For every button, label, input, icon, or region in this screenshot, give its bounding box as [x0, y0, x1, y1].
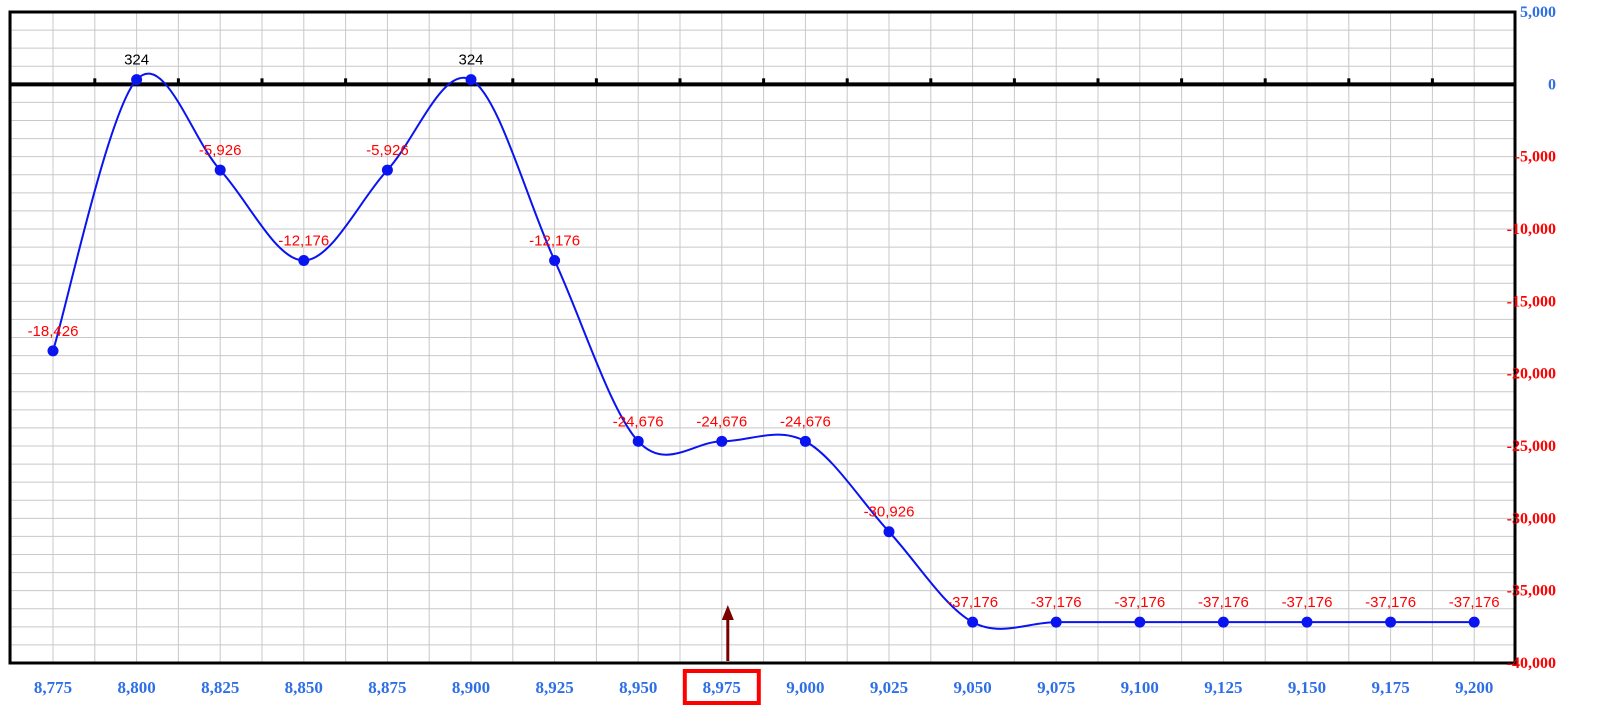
data-point — [1385, 616, 1397, 628]
data-point — [549, 254, 561, 266]
data-point — [381, 164, 393, 176]
series-line — [52, 72, 1475, 630]
data-label: -37,176 — [1198, 594, 1249, 611]
data-point — [716, 435, 728, 447]
x-tick-label: 9,025 — [870, 678, 908, 697]
data-point — [1468, 616, 1480, 628]
data-label: 324 — [124, 52, 149, 69]
data-point — [632, 435, 644, 447]
data-label: -5,926 — [199, 142, 242, 159]
x-tick-label: 9,100 — [1121, 678, 1159, 697]
x-tick-label: 8,800 — [117, 678, 155, 697]
data-point — [799, 435, 811, 447]
highlight — [682, 605, 761, 705]
data-label: -37,176 — [1114, 594, 1165, 611]
data-point — [214, 164, 226, 176]
x-tick-label: 8,825 — [201, 678, 239, 697]
markers — [47, 74, 1480, 628]
y-tick-label: 5,000 — [1520, 4, 1556, 21]
x-tick-label: 9,000 — [786, 678, 824, 697]
data-label: -24,676 — [780, 413, 831, 430]
data-point — [465, 74, 477, 86]
data-point — [298, 254, 310, 266]
data-label: -37,176 — [947, 594, 998, 611]
data-point — [131, 74, 143, 86]
x-tick-label: 9,075 — [1037, 678, 1075, 697]
highlight-arrow-head — [721, 605, 734, 620]
y-tick-label: -20,000 — [1507, 366, 1556, 383]
data-label: -30,926 — [864, 504, 915, 521]
y-tick-label: -40,000 — [1507, 655, 1556, 672]
x-tick-label: 8,900 — [452, 678, 490, 697]
data-label: -37,176 — [1365, 594, 1416, 611]
data-label: -37,176 — [1031, 594, 1082, 611]
x-tick-label: 9,050 — [953, 678, 991, 697]
y-tick-label: -15,000 — [1507, 293, 1556, 310]
plot-frame — [8, 10, 1517, 665]
data-label: -5,926 — [366, 142, 409, 159]
data-point — [1217, 616, 1229, 628]
data-label: -37,176 — [1282, 594, 1333, 611]
x-tick-label: 8,950 — [619, 678, 657, 697]
data-label: -24,676 — [696, 413, 747, 430]
data-label: -12,176 — [278, 232, 329, 249]
grid — [10, 11, 1515, 664]
data-label: -24,676 — [613, 413, 664, 430]
data-point — [883, 526, 895, 538]
x-tick-label: 8,875 — [368, 678, 406, 697]
y-tick-label: -35,000 — [1507, 583, 1556, 600]
x-tick-label: 9,175 — [1371, 678, 1409, 697]
y-axis-ticks: 5,000 0 -5,000 -10,000 -15,000 -20,000 -25,000… — [1507, 4, 1556, 672]
data-point — [47, 345, 59, 357]
y-tick-label: 0 — [1548, 76, 1556, 93]
data-point — [967, 616, 979, 628]
x-tick-label: 8,925 — [535, 678, 573, 697]
data-label: -37,176 — [1449, 594, 1500, 611]
x-tick-label: 8,975 — [703, 678, 741, 697]
data-point — [1050, 616, 1062, 628]
x-tick-label: 8,775 — [34, 678, 72, 697]
data-point — [1301, 616, 1313, 628]
data-labels: -18,426 324 -5,926 -12,176 -5,926 324 -12,176 -… — [28, 52, 1500, 611]
data-label: -12,176 — [529, 232, 580, 249]
y-tick-label: -10,000 — [1507, 221, 1556, 238]
y-tick-label: -25,000 — [1507, 438, 1556, 455]
highlight-box — [682, 669, 761, 705]
x-tick-label: 9,200 — [1455, 678, 1493, 697]
y-tick-label: -30,000 — [1507, 510, 1556, 527]
x-tick-label: 8,850 — [285, 678, 323, 697]
x-tick-label: 9,150 — [1288, 678, 1326, 697]
zero-line-group — [10, 78, 1515, 87]
data-label: 324 — [458, 52, 483, 69]
data-point — [1134, 616, 1146, 628]
y-tick-label: -5,000 — [1515, 149, 1556, 166]
x-tick-label: 9,125 — [1204, 678, 1242, 697]
x-axis-ticks: 8,775 8,800 8,825 8,850 8,875 8,900 8,925 8,950… — [34, 678, 1493, 697]
data-label: -18,426 — [28, 323, 79, 340]
